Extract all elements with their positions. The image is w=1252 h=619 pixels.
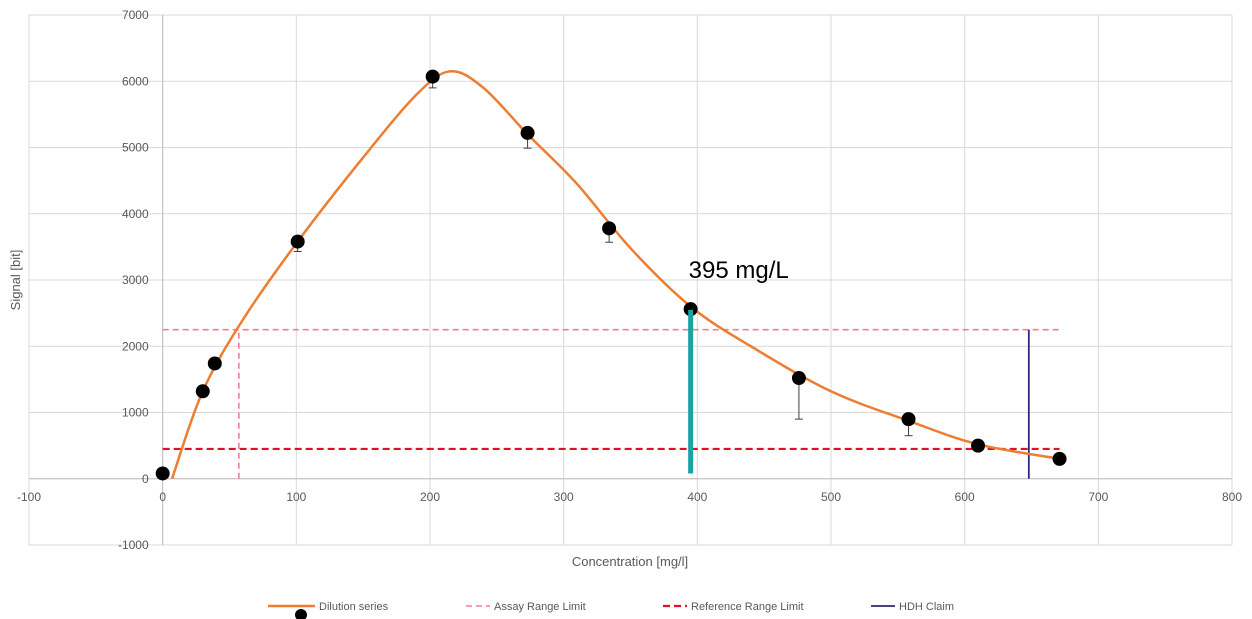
data-point	[683, 302, 698, 317]
data-point	[791, 371, 806, 386]
legend-label: Assay Range Limit	[494, 601, 586, 613]
x-tick-label: 0	[159, 490, 166, 504]
data-point	[155, 466, 170, 481]
legend-label: HDH Claim	[899, 601, 954, 613]
x-tick-label: 800	[1222, 490, 1242, 504]
x-tick-label: 700	[1088, 490, 1108, 504]
x-tick-label: -100	[17, 490, 41, 504]
legend: Dilution series Assay Range Limit Referenc…	[268, 601, 954, 619]
legend-label: Reference Range Limit	[691, 601, 804, 613]
legend-item: Assay Range Limit	[466, 601, 586, 613]
x-tick-label: 100	[286, 490, 306, 504]
x-axis-title: Concentration [mg/l]	[572, 554, 688, 569]
y-tick-label: 7000	[122, 8, 149, 22]
x-tick-label: 300	[554, 490, 574, 504]
data-point	[520, 125, 535, 140]
annotation-layer: 395 mg/L	[688, 257, 789, 474]
x-tick-label: 400	[687, 490, 707, 504]
data-point	[195, 384, 210, 399]
data-point	[207, 356, 222, 371]
legend-item: Reference Range Limit	[663, 601, 804, 613]
data-point	[1052, 451, 1067, 466]
y-tick-label: 6000	[122, 74, 149, 88]
dilution-series-curve	[170, 70, 1060, 480]
annotation-label: 395 mg/L	[689, 257, 789, 284]
x-tick-label: 500	[821, 490, 841, 504]
reference-lines	[162, 328, 1060, 479]
data-point	[290, 234, 305, 249]
y-tick-label: 2000	[122, 339, 149, 353]
grid	[28, 14, 1233, 546]
y-tick-label: 3000	[122, 273, 149, 287]
data-point	[971, 438, 986, 453]
x-tick-label: 600	[955, 490, 975, 504]
data-point	[602, 221, 617, 236]
axes: -100 0 100 200 300 400 500 600 700 800-1000010002…	[17, 8, 1242, 552]
y-tick-label: 5000	[122, 141, 149, 155]
data-point	[901, 412, 916, 427]
y-axis-title: Signal [bit]	[8, 250, 23, 311]
y-tick-label: -1000	[118, 538, 149, 552]
legend-swatch-marker	[295, 609, 307, 619]
data-point	[425, 69, 440, 84]
y-tick-label: 4000	[122, 207, 149, 221]
y-tick-label: 1000	[122, 406, 149, 420]
legend-item: Dilution series	[268, 601, 389, 619]
legend-label: Dilution series	[319, 601, 389, 613]
series-layer	[155, 69, 1067, 481]
y-tick-label: 0	[142, 472, 149, 486]
legend-item: HDH Claim	[871, 601, 954, 613]
x-tick-label: 200	[420, 490, 440, 504]
